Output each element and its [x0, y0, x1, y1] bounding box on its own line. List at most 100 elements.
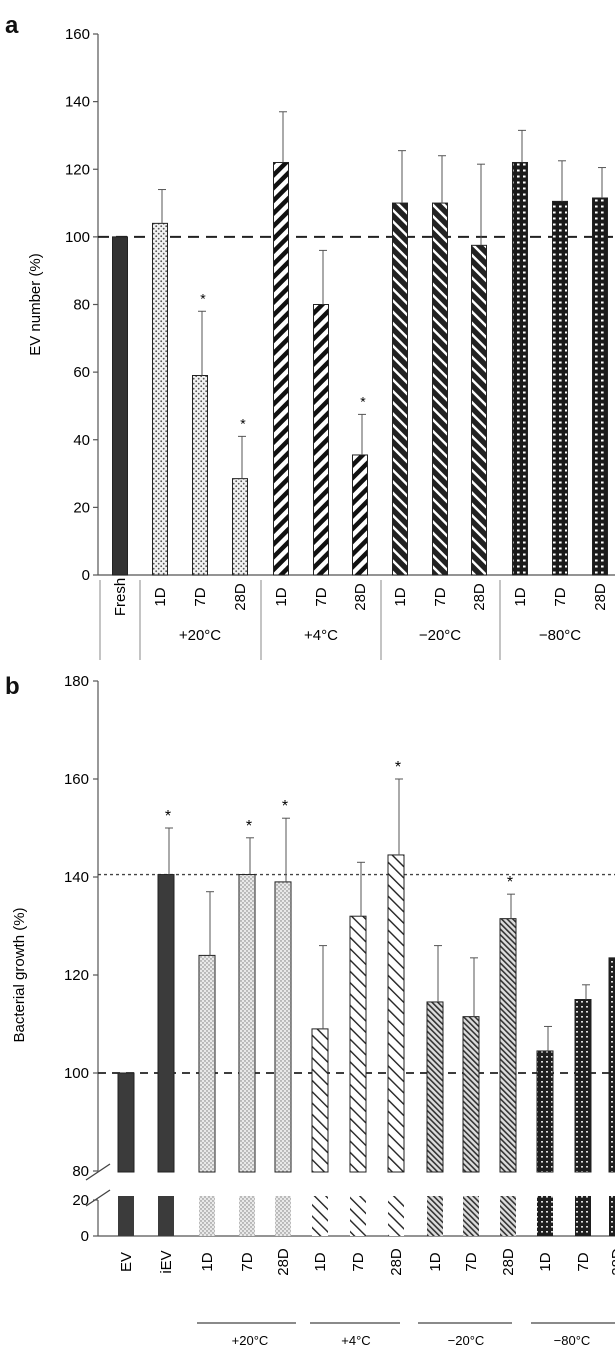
- group-label-80-c: −80°C: [554, 1333, 591, 1348]
- significance-marker-1: *: [165, 808, 171, 825]
- x-tick-label-2: 7D: [192, 587, 209, 606]
- bar-base-12: [575, 1196, 591, 1236]
- axis-break-mark-upper: [85, 1163, 111, 1181]
- y-tick-label-40: 40: [73, 432, 90, 449]
- bar-base-2: [199, 1196, 215, 1236]
- y-tick-label-80: 80: [73, 297, 90, 314]
- y-tick-label-80: 80: [72, 1163, 89, 1180]
- bar-base-1: [158, 1196, 174, 1236]
- x-tick-label-0: Fresh: [112, 578, 129, 616]
- y-axis-title: EV number (%): [27, 253, 44, 356]
- bar-9-7d: [462, 1016, 480, 1173]
- x-tick-label-3: 7D: [239, 1252, 256, 1271]
- x-tick-label-12: 28D: [592, 583, 609, 611]
- x-tick-label-8: 7D: [432, 587, 449, 606]
- bar-base-7: [388, 1196, 404, 1236]
- x-tick-label-10: 1D: [512, 587, 529, 606]
- y-tick-label-120: 120: [65, 161, 90, 178]
- x-tick-label-12: 7D: [575, 1252, 592, 1271]
- x-tick-label-9: 28D: [471, 583, 488, 611]
- y-tick-label-20: 20: [73, 499, 90, 516]
- bar-base-0: [118, 1196, 134, 1236]
- chart-a-ev-number: 0 20 40 60 80 100 120 140 160 EV number (%) Fresh 1…: [27, 26, 615, 660]
- bar-base-13: [609, 1196, 615, 1236]
- significance-marker-4: *: [282, 798, 288, 815]
- bar-3-7d: [238, 874, 256, 1173]
- bar-6-7d: [349, 915, 367, 1173]
- y-tick-label-140: 140: [64, 869, 89, 886]
- bar-base-6: [350, 1196, 366, 1236]
- bar-4-28d: [274, 881, 292, 1173]
- bar-2-7d: [192, 375, 208, 576]
- y-tick-label-160: 160: [65, 26, 90, 43]
- bar-base-3: [239, 1196, 255, 1236]
- x-tick-label-3: 28D: [232, 583, 249, 611]
- significance-marker-2: *: [200, 290, 206, 306]
- bar-base-11: [537, 1196, 553, 1236]
- axis-break-mark-lower: [85, 1189, 111, 1207]
- x-tick-label-0: EV: [118, 1252, 135, 1272]
- group-label-4-c: +4°C: [304, 627, 338, 644]
- x-tick-label-10: 28D: [500, 1248, 517, 1276]
- bar-7-1d: [392, 202, 408, 576]
- x-tick-label-5: 7D: [313, 587, 330, 606]
- bar-12-7d: [574, 999, 592, 1173]
- x-tick-label-11: 7D: [552, 587, 569, 606]
- bar-7-28d: [387, 854, 405, 1173]
- bar-6-28d: [352, 454, 368, 576]
- x-tick-label-13: 28D: [609, 1248, 615, 1276]
- y-tick-label-100: 100: [64, 1065, 89, 1082]
- significance-marker-10: *: [507, 874, 513, 891]
- bar-11-1d: [536, 1050, 554, 1173]
- bar-base-4: [275, 1196, 291, 1236]
- bar-0-fresh: [112, 236, 128, 576]
- group-label-20-c: +20°C: [232, 1333, 269, 1348]
- x-tick-label-8: 1D: [427, 1252, 444, 1271]
- x-tick-label-4: 28D: [275, 1248, 292, 1276]
- bar-0-ev: [117, 1072, 135, 1173]
- y-axis-title: Bacterial growth (%): [11, 907, 28, 1042]
- bar-3-28d: [232, 478, 248, 576]
- y-tick-label-180: 180: [64, 673, 89, 690]
- x-tick-label-4: 1D: [273, 587, 290, 606]
- bar-base-9: [463, 1196, 479, 1236]
- x-tick-label-7: 28D: [388, 1248, 405, 1276]
- y-tick-label-20: 20: [72, 1192, 89, 1209]
- x-tick-label-1: iEV: [158, 1250, 175, 1273]
- bar-1-1d: [152, 222, 168, 576]
- bar-8-7d: [432, 202, 448, 576]
- y-tick-label-60: 60: [73, 364, 90, 381]
- x-tick-label-2: 1D: [199, 1252, 216, 1271]
- significance-marker-3: *: [246, 818, 252, 835]
- significance-marker-3: *: [240, 415, 246, 431]
- x-tick-label-11: 1D: [537, 1252, 554, 1271]
- x-tick-label-1: 1D: [152, 587, 169, 606]
- group-label-20-c: +20°C: [179, 627, 221, 644]
- group-label-80-c: −80°C: [539, 627, 581, 644]
- bar-4-1d: [273, 161, 289, 576]
- group-label-4-c: +4°C: [341, 1333, 370, 1348]
- bar-base-10: [500, 1196, 516, 1236]
- y-tick-label-0: 0: [81, 1228, 89, 1245]
- significance-marker-7: *: [395, 759, 401, 776]
- group-label-20-c: −20°C: [419, 627, 461, 644]
- bar-5-7d: [313, 304, 329, 576]
- y-tick-label-100: 100: [65, 229, 90, 246]
- bar-1-iev: [157, 874, 175, 1173]
- x-tick-label-9: 7D: [463, 1252, 480, 1271]
- significance-marker-6: *: [360, 393, 366, 409]
- bar-5-1d: [311, 1028, 329, 1173]
- bar-2-1d: [198, 954, 216, 1173]
- x-tick-label-6: 7D: [350, 1252, 367, 1271]
- y-tick-label-120: 120: [64, 967, 89, 984]
- panel-letter-a: a: [5, 12, 19, 39]
- bar-10-1d: [512, 161, 528, 576]
- x-tick-label-5: 1D: [312, 1252, 329, 1271]
- panel-letter-b: b: [5, 673, 20, 700]
- bar-8-1d: [426, 1001, 444, 1173]
- bar-base-8: [427, 1196, 443, 1236]
- bar-10-28d: [499, 918, 517, 1173]
- bar-11-7d: [552, 200, 568, 576]
- bar-9-28d: [471, 244, 487, 576]
